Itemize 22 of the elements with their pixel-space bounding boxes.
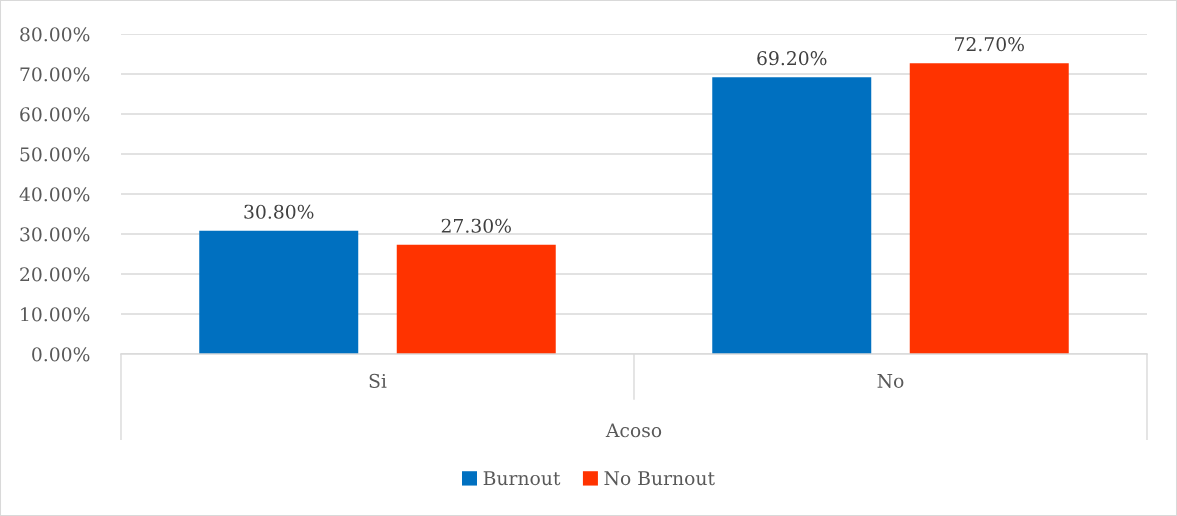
y-tick-label: 0.00% (32, 347, 90, 362)
data-label: 30.80% (244, 204, 314, 219)
y-tick-label: 80.00% (20, 27, 90, 42)
y-tick-label: 50.00% (20, 147, 90, 162)
bar (396, 244, 556, 354)
bar (909, 63, 1069, 354)
bar (199, 230, 359, 354)
y-tick-label: 60.00% (20, 107, 90, 122)
y-tick-label: 30.00% (20, 227, 90, 242)
x-tick-label: No (877, 374, 904, 388)
data-label: 69.20% (757, 51, 827, 66)
x-tick-label: Si (369, 373, 387, 388)
bar (712, 77, 872, 354)
legend-label: Burnout (483, 471, 561, 486)
legend-label: No Burnout (604, 471, 715, 486)
y-tick-label: 70.00% (20, 67, 90, 82)
data-label: 27.30% (441, 218, 511, 233)
y-tick-label: 40.00% (19, 187, 90, 202)
data-label: 72.70% (955, 37, 1024, 52)
x-axis-title: Acoso (605, 423, 662, 438)
y-tick-label: 10.00% (21, 307, 90, 322)
y-tick-label: 20.00% (20, 267, 90, 282)
